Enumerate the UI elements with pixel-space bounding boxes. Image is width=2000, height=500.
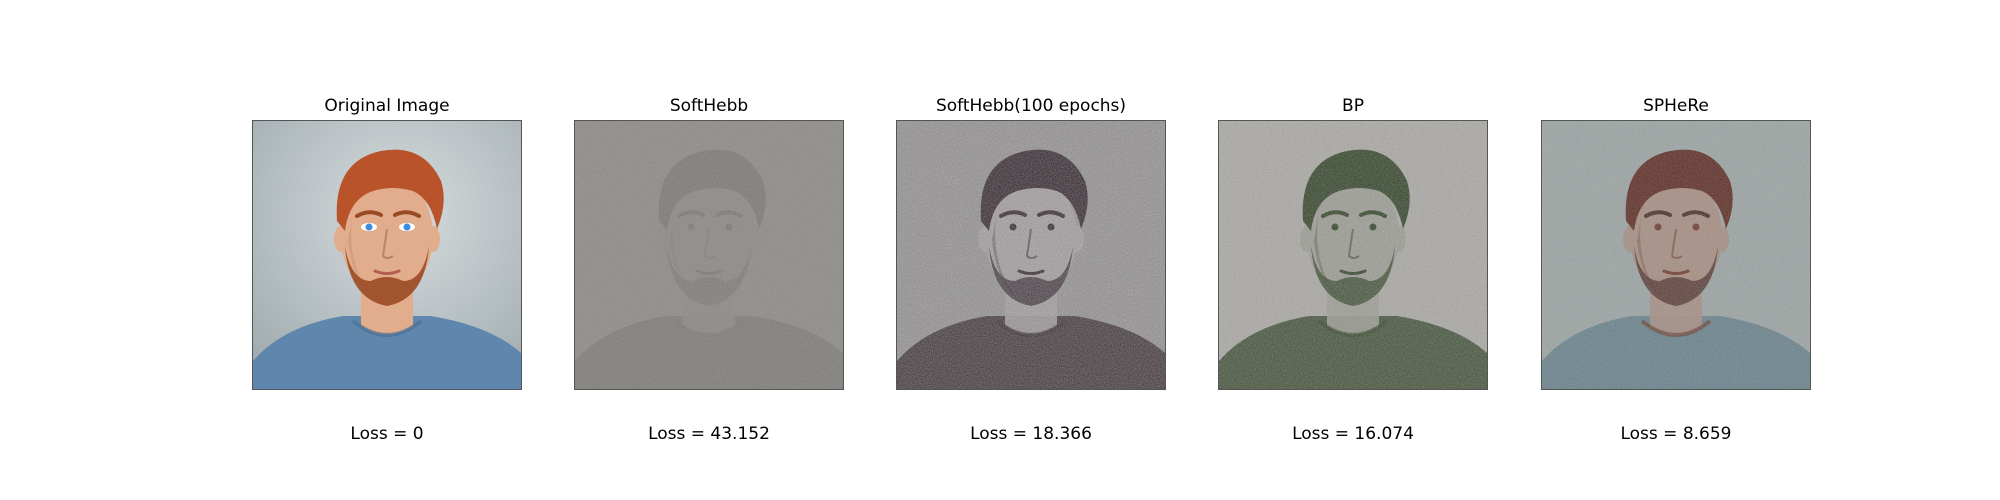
panel-title: SoftHebb(100 epochs)	[935, 96, 1127, 116]
portrait-image-bp	[1218, 120, 1488, 390]
panel-title: Original Image	[324, 96, 450, 116]
loss-label: Loss = 8.659	[1620, 424, 1732, 444]
portrait-image-softhebb-100	[896, 120, 1166, 390]
panel-bp: BP Loss = 16.074	[1218, 0, 1488, 500]
loss-label: Loss = 0	[350, 424, 424, 444]
panel-softhebb-100-epochs: SoftHebb(100 epochs) Loss = 18.366	[896, 0, 1166, 500]
panel-sphere: SPHeRe Loss = 8.659	[1541, 0, 1811, 500]
panel-softhebb: SoftHebb Loss = 43.152	[574, 0, 844, 500]
portrait-image-original	[252, 120, 522, 390]
panel-title: SoftHebb	[669, 96, 749, 116]
panel-title: SPHeRe	[1643, 96, 1709, 116]
panel-title: BP	[1342, 96, 1364, 116]
portrait-image-softhebb	[574, 120, 844, 390]
loss-label: Loss = 16.074	[1292, 424, 1414, 444]
loss-label: Loss = 18.366	[970, 424, 1092, 444]
loss-label: Loss = 43.152	[648, 424, 770, 444]
portrait-image-sphere	[1541, 120, 1811, 390]
panel-original: Original Image Loss = 0	[252, 0, 522, 500]
